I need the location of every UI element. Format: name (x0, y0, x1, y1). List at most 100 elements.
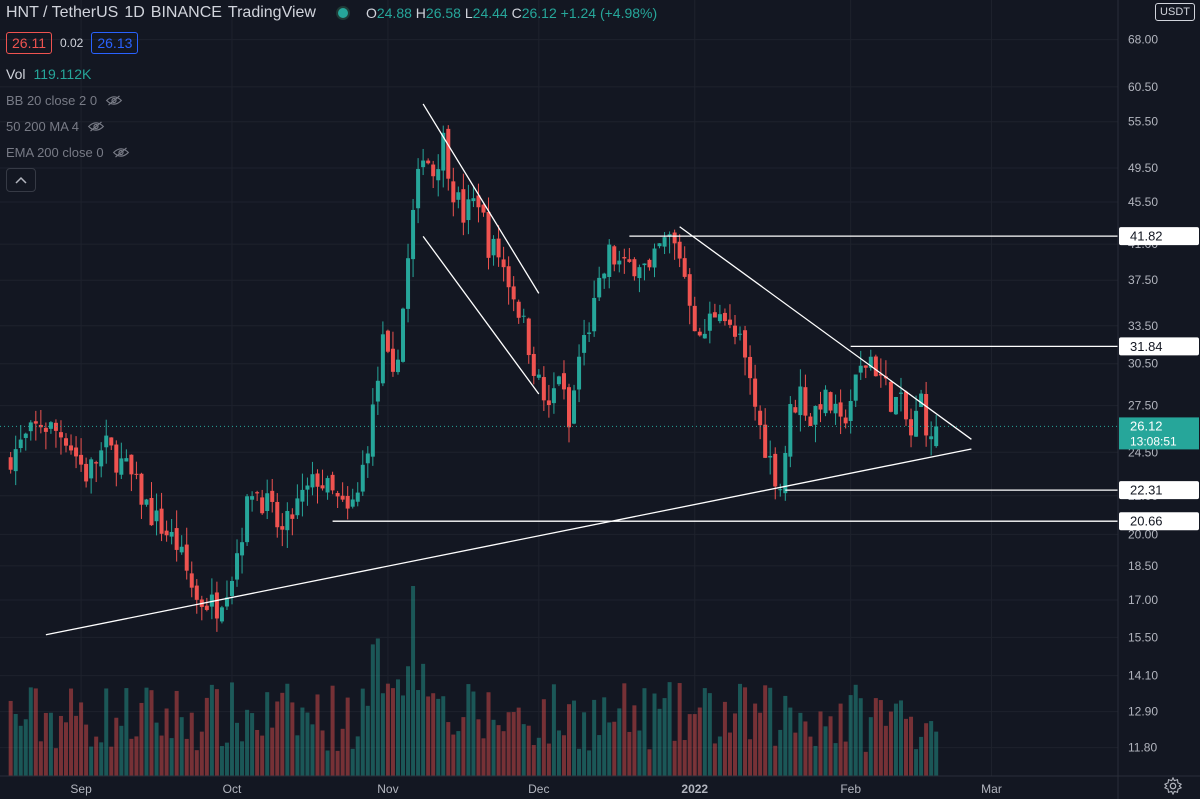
settings-gear-icon[interactable] (1164, 777, 1182, 795)
volume-bar (642, 688, 647, 776)
candle-body (451, 181, 456, 203)
volume-bar (89, 746, 94, 776)
price-axis[interactable]: 68.0060.5055.5049.5045.5041.0037.5033.50… (1117, 0, 1200, 799)
volume-bar (672, 740, 677, 776)
volume-bar (763, 685, 768, 776)
volume-bar (677, 683, 682, 776)
volume-bar (516, 707, 521, 776)
sell-price-button[interactable]: 26.11 (6, 32, 52, 54)
low-label: L (464, 5, 473, 21)
candles-layer (8, 125, 939, 632)
candle-body (803, 387, 808, 416)
volume-bar (189, 712, 194, 776)
volume-bar (682, 740, 687, 776)
candle-body (743, 330, 748, 358)
time-axis[interactable]: Sep Oct Nov Dec 2022 Feb Mar (0, 775, 1200, 796)
ohlc-values: O24.88 H26.58 L24.44 C26.12 +1.24 (+4.98… (366, 5, 657, 21)
volume-bar (798, 712, 803, 776)
candle-body (627, 259, 632, 262)
candle-body (406, 258, 411, 309)
volume-bar (229, 682, 234, 776)
candle-body (33, 421, 38, 424)
candle-body (919, 393, 924, 407)
candle-body (154, 510, 159, 522)
price-tick-label: 33.50 (1128, 319, 1158, 333)
volume-indicator[interactable]: Vol 119.112K (6, 66, 91, 82)
ema-indicator[interactable]: EMA 200 close 0 (6, 145, 130, 160)
trendline (422, 103, 540, 294)
candle-body (738, 333, 743, 335)
volume-label: Vol (6, 66, 26, 82)
volume-bar (53, 748, 58, 776)
buy-price-button[interactable]: 26.13 (91, 32, 139, 54)
candle-body (838, 402, 843, 417)
level-price-label: 31.84 (1130, 339, 1163, 354)
volume-bar (421, 663, 426, 776)
drawings-layer[interactable] (0, 103, 1118, 636)
volume-bar (853, 684, 858, 776)
candle-body (144, 499, 149, 505)
volume-bar (380, 693, 385, 776)
volume-bar (290, 702, 295, 776)
candle-body (491, 238, 496, 256)
change-value: +1.24 (+4.98%) (560, 5, 658, 21)
open-value: 24.88 (376, 5, 412, 21)
collapse-indicators-button[interactable] (6, 168, 36, 192)
candle-body (390, 348, 395, 372)
time-tick-label: Oct (223, 782, 242, 796)
hidden-eye-icon[interactable] (87, 121, 105, 132)
volume-bar (848, 695, 853, 776)
candle-body (582, 335, 587, 353)
symbol-name[interactable]: HNT / TetherUS (6, 4, 119, 21)
currency-selector[interactable]: USDT (1155, 3, 1195, 21)
volume-bar (58, 715, 63, 776)
volume-bar (466, 684, 471, 776)
volume-bar (838, 703, 843, 776)
volume-bar (124, 688, 129, 776)
candle-body (863, 365, 868, 368)
volume-bar (481, 738, 486, 776)
volume-bar (169, 738, 174, 776)
hidden-eye-icon[interactable] (105, 95, 123, 106)
volume-bar (395, 679, 400, 776)
price-tick-label: 45.50 (1128, 195, 1158, 209)
candle-body (99, 450, 104, 467)
volume-bar (818, 711, 823, 776)
candle-body (712, 312, 717, 318)
candle-body (758, 410, 763, 426)
candle-body (139, 473, 144, 505)
candle-body (345, 495, 350, 509)
trendline (422, 235, 540, 395)
candle-body (270, 490, 275, 502)
volume-bar (129, 738, 134, 776)
hidden-eye-icon[interactable] (112, 147, 130, 158)
candle-body (350, 499, 355, 507)
volume-bar (119, 725, 124, 776)
volume-bar (355, 736, 360, 776)
ma-indicator[interactable]: 50 200 MA 4 (6, 119, 105, 134)
volume-bar (390, 688, 395, 776)
volume-bar (753, 703, 758, 776)
candle-body (561, 373, 566, 390)
volume-bar (385, 683, 390, 776)
candle-body (245, 496, 250, 543)
volume-bar (134, 736, 139, 776)
bb-indicator[interactable]: BB 20 close 2 0 (6, 93, 123, 108)
candle-body (778, 489, 783, 491)
candle-body (471, 198, 476, 202)
volume-bar (893, 703, 898, 776)
volume-bar (79, 702, 84, 776)
candle-body (672, 232, 677, 244)
candle-body (340, 495, 345, 500)
volume-bar (209, 684, 214, 776)
interval[interactable]: 1D (124, 4, 145, 21)
candle-body (209, 594, 214, 607)
candle-body (43, 427, 48, 432)
volume-bar (69, 688, 74, 776)
volume-bar (496, 725, 501, 776)
volume-bar (898, 700, 903, 776)
candle-body (577, 356, 582, 390)
candle-body (360, 464, 365, 492)
volume-bar (84, 724, 89, 776)
